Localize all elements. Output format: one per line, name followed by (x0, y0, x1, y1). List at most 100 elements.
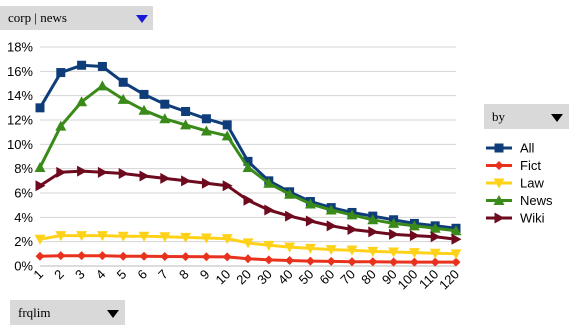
data-point-news (242, 161, 254, 172)
data-point-wiki (305, 215, 316, 227)
data-point-law (263, 240, 275, 251)
data-point-wiki (368, 226, 379, 238)
legend-marker (494, 212, 505, 224)
data-point-fict (160, 252, 170, 262)
data-point-law (96, 231, 108, 242)
data-point-all (77, 60, 87, 70)
data-point-law (408, 248, 420, 259)
data-point-all (201, 114, 211, 124)
x-tick-label: 4 (93, 267, 109, 283)
chevron-down-icon (107, 309, 119, 318)
data-point-law (200, 233, 212, 244)
data-point-law (284, 242, 296, 253)
data-point-news (325, 204, 337, 215)
x-tick-label: 120 (436, 267, 462, 293)
data-point-news (34, 161, 46, 172)
x-tick-label: 40 (275, 267, 296, 288)
y-axis-ticks: 0% 2% 4% 6% 8% 10% 12% 14% 16% 18% (7, 40, 33, 274)
legend-item-fict: Fict (486, 158, 541, 173)
data-point-law (76, 231, 88, 242)
x-tick-label: 5 (114, 267, 130, 283)
chevron-down-icon (136, 15, 148, 23)
legend-label: Law (520, 176, 544, 191)
data-point-wiki (409, 230, 420, 242)
data-point-wiki (222, 180, 233, 192)
y-tick-label: 6% (14, 186, 33, 201)
frequency-select[interactable]: frqlim (10, 300, 125, 325)
data-point-wiki (77, 165, 88, 177)
data-point-fict (201, 252, 211, 262)
data-point-fict (451, 257, 461, 267)
legend-label: News (520, 193, 553, 208)
y-tick-label: 2% (14, 234, 33, 249)
data-point-all (118, 77, 128, 87)
data-point-news (138, 104, 150, 115)
x-tick-label: 70 (337, 267, 358, 288)
data-point-fict (77, 251, 87, 261)
data-point-fict (389, 257, 399, 267)
x-tick-label: 80 (358, 267, 379, 288)
data-point-all (160, 99, 170, 109)
data-point-news (367, 214, 379, 225)
data-point-all (56, 68, 66, 78)
data-point-law (34, 234, 46, 245)
data-point-law (138, 231, 150, 242)
y-tick-label: 4% (14, 210, 33, 225)
data-point-law (304, 243, 316, 254)
data-point-all (222, 120, 232, 130)
data-point-news (284, 188, 296, 199)
data-point-law (221, 234, 233, 245)
data-point-fict (347, 257, 357, 267)
data-point-law (180, 232, 192, 243)
legend-label: Wiki (520, 211, 545, 226)
data-point-wiki (326, 220, 337, 232)
data-point-news (408, 220, 420, 231)
data-point-fict (368, 257, 378, 267)
data-point-wiki (201, 177, 212, 189)
data-point-wiki (451, 233, 462, 245)
data-point-law (55, 231, 67, 242)
series-group (34, 60, 462, 267)
legend-label: All (520, 141, 535, 156)
data-point-law (325, 245, 337, 256)
data-point-news (263, 177, 275, 188)
data-point-wiki (139, 170, 150, 182)
data-point-wiki (430, 231, 441, 243)
frequency-select-value: frqlim (18, 304, 51, 320)
x-tick-label: 1 (30, 267, 46, 283)
x-tick-label: 3 (72, 267, 88, 283)
y-tick-label: 0% (14, 259, 33, 274)
x-tick-label: 9 (197, 267, 213, 283)
data-point-news (96, 80, 108, 91)
y-tick-label: 12% (7, 113, 33, 128)
data-point-fict (409, 257, 419, 267)
x-tick-label: 8 (176, 267, 192, 283)
data-point-wiki (97, 166, 108, 178)
data-point-law (117, 231, 129, 242)
data-point-news (388, 217, 400, 228)
data-point-law (346, 245, 358, 256)
data-point-wiki (118, 168, 129, 180)
data-point-all (97, 61, 107, 71)
legend-item-wiki: Wiki (486, 211, 545, 226)
data-point-law (388, 247, 400, 258)
legend-item-news: News (486, 193, 553, 208)
y-tick-label: 14% (7, 88, 33, 103)
corpus-select-value: corp | news (8, 10, 67, 25)
series-news (34, 80, 462, 236)
data-point-law (159, 232, 171, 243)
data-point-wiki (264, 204, 275, 216)
corpus-select[interactable]: corp | news (0, 6, 153, 30)
data-point-law (367, 246, 379, 257)
series-wiki (35, 165, 462, 245)
by-select[interactable]: by (484, 104, 569, 129)
data-point-all (243, 156, 253, 166)
data-point-wiki (285, 210, 296, 222)
data-point-all (181, 106, 191, 116)
series-line-wiki (39, 169, 457, 241)
data-point-news (346, 209, 358, 220)
data-point-news (159, 113, 171, 124)
x-tick-label: 2 (51, 267, 67, 283)
data-point-all (139, 89, 149, 99)
